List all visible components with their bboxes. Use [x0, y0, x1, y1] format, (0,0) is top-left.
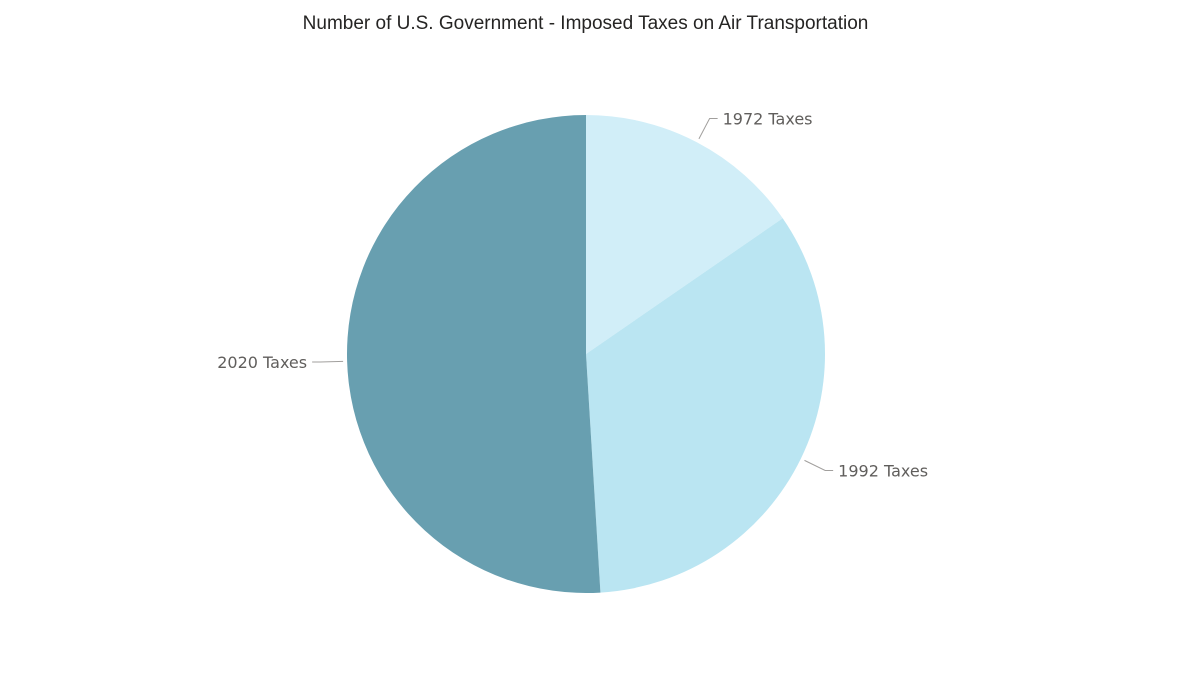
leader-line-2020-taxes [312, 360, 344, 363]
leader-lines [312, 117, 834, 471]
slice-labels: 1972 Taxes 1992 Taxes 2020 Taxes [217, 109, 928, 480]
pie-slice-1972-taxes[interactable] [586, 115, 783, 354]
pie-slice-1992-taxes[interactable] [586, 218, 825, 593]
leader-line-1992-taxes [804, 459, 834, 471]
slice-label-2020-taxes: 2020 Taxes [217, 353, 307, 372]
slice-label-1992-taxes: 1992 Taxes [838, 461, 928, 480]
pie-slices [346, 115, 825, 594]
leader-line-1972-taxes [698, 117, 718, 140]
slice-label-1972-taxes: 1972 Taxes [723, 109, 813, 128]
pie-slice-2020-taxes[interactable] [346, 115, 601, 594]
chart-title: Number of U.S. Government - Imposed Taxe… [302, 13, 869, 34]
